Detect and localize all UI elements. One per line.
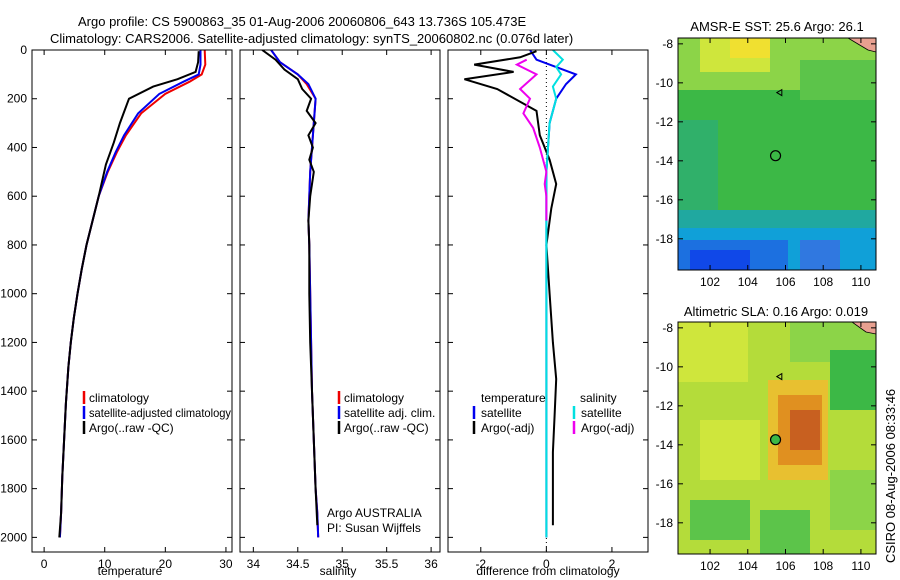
x-tick-label: 2 bbox=[609, 557, 616, 571]
y-tick-label: 1200 bbox=[0, 335, 27, 349]
sla-map: Altimetric SLA: 0.16 Argo: 0.019 102 104 1… bbox=[656, 304, 877, 573]
map-y-tick-label: -10 bbox=[656, 76, 674, 90]
map-x-tick-label: 104 bbox=[738, 275, 758, 289]
legend-argo: Argo(..raw -QC) bbox=[344, 421, 429, 435]
series-line-temperature-argo-adj- bbox=[464, 50, 558, 526]
map-x-tick-label: 106 bbox=[775, 559, 795, 573]
legend-temperature-heading: temperature bbox=[481, 391, 546, 405]
map-y-tick-label: -18 bbox=[656, 232, 674, 246]
y-tick-label: 1800 bbox=[0, 482, 27, 496]
legend-climatology: climatology bbox=[89, 391, 149, 405]
legend-argo: Argo(..raw -QC) bbox=[89, 421, 174, 435]
x-tick-label: 34 bbox=[247, 557, 261, 571]
temperature-xlabel: temperature bbox=[98, 564, 163, 578]
map-y-tick-label: -14 bbox=[656, 154, 674, 168]
x-tick-label: 0 bbox=[543, 557, 550, 571]
salinity-panel: 34 34.5 35 35.5 36 salinity climatology sate… bbox=[239, 49, 441, 578]
y-tick-label: 200 bbox=[7, 92, 27, 106]
map-x-tick-label: 104 bbox=[738, 559, 758, 573]
x-tick-label: 30 bbox=[219, 557, 233, 571]
x-tick-label: 35 bbox=[336, 557, 350, 571]
previous-position-marker bbox=[775, 88, 783, 97]
legend-salinity-heading: salinity bbox=[580, 391, 617, 405]
y-tick-label: 800 bbox=[7, 238, 27, 252]
difference-xlabel: difference from climatology bbox=[476, 564, 619, 578]
map-x-tick-label: 102 bbox=[700, 275, 720, 289]
sst-map-title: AMSR-E SST: 25.6 Argo: 26.1 bbox=[690, 19, 863, 34]
difference-panel: -2 0 2 difference from climatology tempera… bbox=[447, 49, 649, 578]
title-line-1: Argo profile: CS 5900863_35 01-Aug-2006 … bbox=[78, 14, 526, 29]
map-y-tick-label: -12 bbox=[656, 115, 674, 129]
title-line-2: Climatology: CARS2006. Satellite-adjuste… bbox=[50, 31, 573, 46]
y-tick-label: 2000 bbox=[0, 530, 27, 544]
legend-sal-satellite: satellite bbox=[581, 406, 622, 420]
map-y-tick-label: -10 bbox=[656, 360, 674, 374]
series-line-salinity-argo-adj- bbox=[514, 58, 548, 221]
salinity-panel-frame bbox=[239, 49, 441, 553]
x-tick-label: 20 bbox=[159, 557, 173, 571]
temperature-legend: climatology satellite-adjusted climatolo… bbox=[82, 391, 231, 435]
legend-satellite-adjusted: satellite-adjusted climatology bbox=[89, 406, 231, 420]
series-line-argo-raw-qc- bbox=[261, 50, 319, 526]
sst-map: AMSR-E SST: 25.6 Argo: 26.1 102 104 106 108… bbox=[656, 19, 877, 289]
legend-temp-satellite: satellite bbox=[481, 406, 522, 420]
y-tick-label: 1400 bbox=[0, 384, 27, 398]
map-x-tick-label: 108 bbox=[813, 559, 833, 573]
sst-field bbox=[678, 38, 876, 270]
legend-sal-argo: Argo(-adj) bbox=[581, 421, 634, 435]
map-y-tick-label: -14 bbox=[656, 438, 674, 452]
map-y-tick-label: -16 bbox=[656, 477, 674, 491]
sla-map-frame bbox=[677, 321, 877, 555]
previous-position-marker bbox=[775, 372, 783, 381]
map-y-tick-label: -12 bbox=[656, 399, 674, 413]
salinity-legend: climatology satellite adj. clim. Argo(..… bbox=[337, 391, 435, 435]
map-x-tick-label: 110 bbox=[851, 559, 870, 573]
map-x-tick-label: 102 bbox=[700, 559, 720, 573]
legend-climatology: climatology bbox=[344, 391, 404, 405]
y-tick-label: 1600 bbox=[0, 433, 27, 447]
y-tick-label: 400 bbox=[7, 140, 27, 154]
y-tick-label: 0 bbox=[20, 43, 27, 57]
map-y-tick-label: -18 bbox=[656, 516, 674, 530]
x-tick-label: 0 bbox=[41, 557, 48, 571]
map-y-tick-label: -8 bbox=[662, 321, 673, 335]
float-position-marker bbox=[769, 434, 782, 446]
series-line-satellite-adjusted-climatology bbox=[58, 50, 202, 538]
x-tick-label: 35.5 bbox=[375, 557, 399, 571]
annotation-pi: PI: Susan Wijffels bbox=[327, 521, 421, 535]
credit-stamp: CSIRO 08-Aug-2006 08:33:46 bbox=[883, 389, 898, 563]
sla-map-title: Altimetric SLA: 0.16 Argo: 0.019 bbox=[684, 304, 868, 319]
legend-temp-argo: Argo(-adj) bbox=[481, 421, 534, 435]
temperature-panel: 0 10 20 30 0 200 400 600 800 1000 1200 1400 1600 1800… bbox=[0, 43, 233, 578]
y-tick-label: 600 bbox=[7, 189, 27, 203]
annotation-argo-australia: Argo AUSTRALIA bbox=[327, 506, 422, 520]
series-line-salinity-satellite bbox=[545, 50, 565, 538]
x-tick-label: 34.5 bbox=[286, 557, 310, 571]
map-x-tick-label: 110 bbox=[851, 275, 870, 289]
series-line-satellite-adj-clim- bbox=[270, 50, 320, 538]
map-y-tick-label: -16 bbox=[656, 193, 674, 207]
sst-map-frame bbox=[677, 37, 877, 271]
x-tick-label: 36 bbox=[424, 557, 438, 571]
x-tick-label: -2 bbox=[475, 557, 486, 571]
x-tick-label: 10 bbox=[98, 557, 112, 571]
salinity-xlabel: salinity bbox=[320, 564, 357, 578]
map-x-tick-label: 108 bbox=[813, 275, 833, 289]
series-line-argo-raw-qc- bbox=[58, 51, 200, 538]
float-position-marker bbox=[769, 150, 782, 162]
difference-panel-frame bbox=[447, 49, 649, 553]
y-tick-label: 1000 bbox=[0, 287, 27, 301]
map-y-tick-label: -8 bbox=[662, 37, 673, 51]
map-x-tick-label: 106 bbox=[775, 275, 795, 289]
legend-satellite-adj-clim: satellite adj. clim. bbox=[344, 406, 435, 420]
difference-legend: temperature satellite Argo(-adj) salinit… bbox=[472, 391, 634, 435]
temperature-panel-frame bbox=[31, 49, 233, 553]
